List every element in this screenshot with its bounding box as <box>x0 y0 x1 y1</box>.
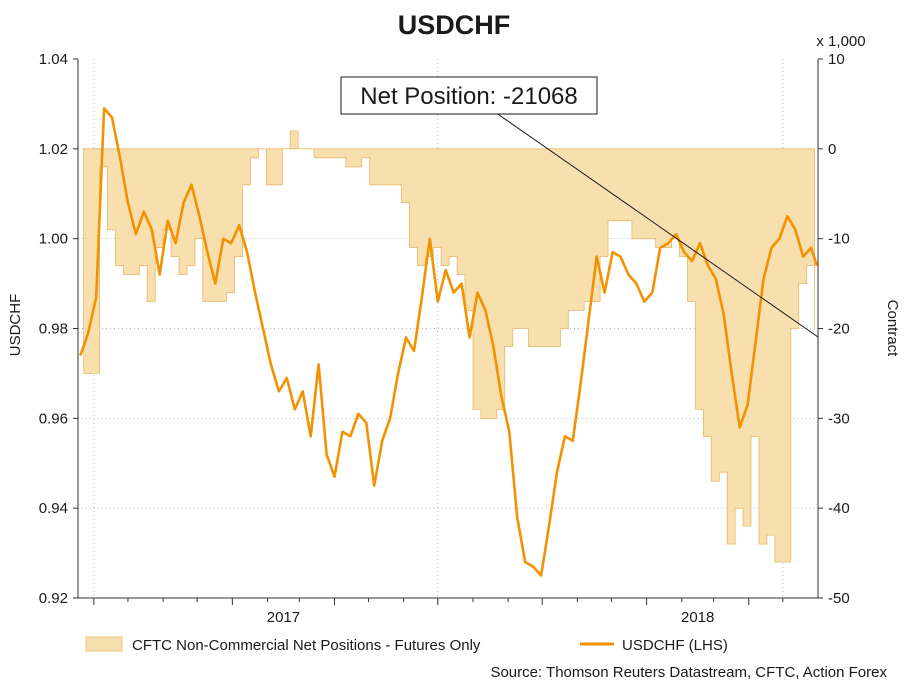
right-tick-label: -30 <box>828 410 850 427</box>
right-axis-label: Contract <box>884 300 901 358</box>
annotation-text: Net Position: -21068 <box>360 83 577 110</box>
left-tick-label: 0.94 <box>39 500 68 517</box>
net-position-area <box>83 130 815 563</box>
right-tick-label: -40 <box>828 500 850 517</box>
left-tick-label: 1.00 <box>39 231 68 248</box>
right-tick-label: 0 <box>828 141 836 158</box>
net-position-annotation: Net Position: -21068 <box>340 76 819 338</box>
x-tick-label: 2018 <box>681 609 714 626</box>
annotation-leader-line <box>491 109 819 338</box>
right-tick-label: -10 <box>828 231 850 248</box>
chart-title: USDCHF <box>398 10 511 40</box>
left-tick-label: 0.98 <box>39 321 68 338</box>
legend-area-label: CFTC Non-Commercial Net Positions - Futu… <box>132 637 481 654</box>
source-note: Source: Thomson Reuters Datastream, CFTC… <box>490 664 887 681</box>
left-tick-label: 0.92 <box>39 590 68 607</box>
axes <box>73 58 823 605</box>
legend: CFTC Non-Commercial Net Positions - Futu… <box>85 636 728 654</box>
left-tick-label: 0.96 <box>39 410 68 427</box>
legend-line-label: USDCHF (LHS) <box>622 637 728 654</box>
legend-area-swatch <box>85 636 123 652</box>
annotation-box <box>340 76 598 115</box>
tick-labels: 1.04 1.02 1.00 0.98 0.96 0.94 0.92 10 0 -10 -20 -30… <box>39 51 850 626</box>
right-axis-unit: x 1,000 <box>816 33 865 50</box>
right-tick-label: 10 <box>828 51 845 68</box>
left-axis-label: USDCHF <box>7 294 24 357</box>
x-tick-label: 2017 <box>267 609 300 626</box>
left-tick-label: 1.02 <box>39 141 68 158</box>
right-tick-label: -50 <box>828 590 850 607</box>
right-tick-label: -20 <box>828 321 850 338</box>
net-position-area-layer <box>83 130 815 563</box>
left-tick-label: 1.04 <box>39 51 68 68</box>
